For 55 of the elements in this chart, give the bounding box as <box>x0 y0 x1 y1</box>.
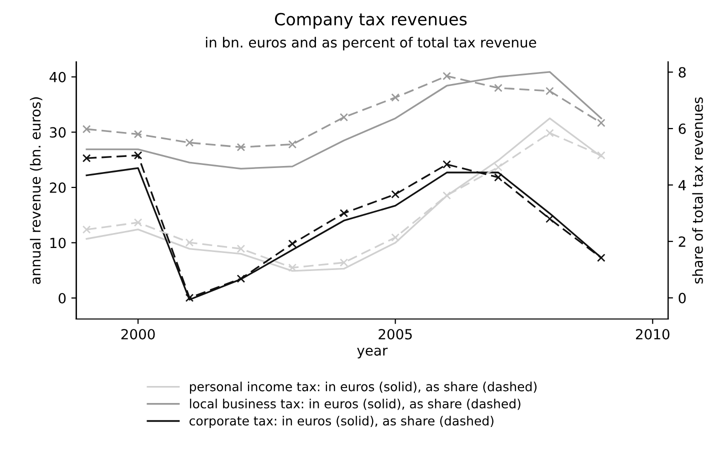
point <box>82 225 91 234</box>
point <box>134 130 142 138</box>
point <box>236 143 246 152</box>
point <box>82 124 91 134</box>
point <box>185 238 194 247</box>
point <box>442 72 451 80</box>
y-tick-label: 0 <box>58 292 66 304</box>
point <box>391 233 400 242</box>
y-axis-title: annual revenue (bn. euros) <box>30 97 42 284</box>
point <box>288 140 297 149</box>
point <box>340 113 348 122</box>
y2-axis-title: share of total tax revenues <box>692 97 703 284</box>
point <box>236 244 246 253</box>
point <box>597 118 606 128</box>
x-tick-label: 2000 <box>121 328 155 340</box>
point <box>442 160 451 169</box>
point <box>236 274 246 283</box>
point <box>494 173 502 182</box>
point <box>494 163 502 172</box>
chart-subtitle: in bn. euros and as percent of total tax revenue <box>206 36 536 50</box>
point <box>546 214 554 224</box>
y-tick-label: 10 <box>50 238 66 248</box>
point <box>442 191 451 200</box>
y2-tick-label: 6 <box>678 124 686 134</box>
point <box>134 218 142 227</box>
point <box>597 151 606 160</box>
x-tick-label: 2005 <box>378 328 412 340</box>
x-tick-label: 2010 <box>636 328 670 340</box>
point <box>340 258 348 267</box>
point <box>185 138 194 147</box>
legend-label: corporate tax: in euros (solid), as share (dashed) <box>190 416 494 428</box>
point <box>391 190 400 198</box>
chart-title: Company tax revenues <box>274 12 467 29</box>
point <box>597 254 606 262</box>
point <box>288 263 297 272</box>
line-series <box>86 71 602 170</box>
y2-tick-label: 4 <box>678 180 686 190</box>
point <box>134 151 142 160</box>
point <box>185 294 194 302</box>
point <box>391 93 400 102</box>
point <box>546 86 554 96</box>
y2-tick-label: 0 <box>678 292 686 304</box>
y2-tick-label: 8 <box>678 67 686 78</box>
legend-label: local business tax: in euros (solid), as share (dashed) <box>190 398 520 410</box>
point <box>340 209 348 218</box>
point <box>82 154 91 162</box>
y-tick-label: 30 <box>50 127 66 138</box>
point <box>546 128 554 138</box>
y2-tick-label: 2 <box>678 236 686 247</box>
y-tick-label: 20 <box>50 182 66 193</box>
point <box>288 240 297 248</box>
x-axis-title: year <box>357 348 388 358</box>
y-tick-label: 40 <box>50 72 66 82</box>
legend-label: personal income tax: in euros (solid), as share (dashed) <box>190 382 537 394</box>
point <box>494 84 502 92</box>
